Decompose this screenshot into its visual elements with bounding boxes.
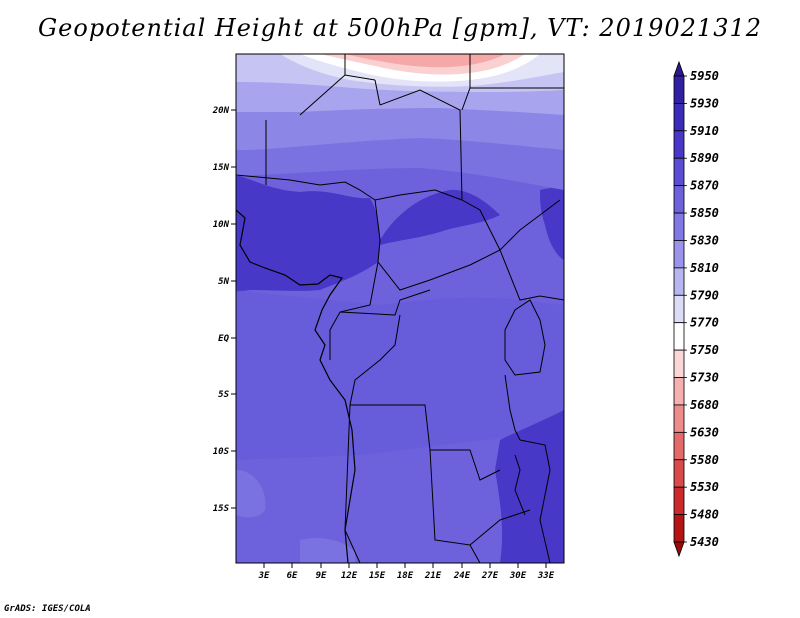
colorbar-box — [673, 514, 685, 543]
height-field — [236, 54, 564, 563]
lon-labels: 3E 6E 9E 12E 15E 18E 21E 24E 27E 30E 33E — [258, 571, 555, 581]
coastline — [236, 209, 356, 563]
colorbar-box — [673, 404, 685, 433]
lon-label-33e: 33E — [537, 571, 555, 581]
east-africa-lakes — [504, 299, 551, 563]
colorbar-label: 5910 — [690, 124, 719, 138]
field-5850-south — [236, 290, 564, 460]
colorbar-label: 5810 — [690, 261, 719, 275]
lon-label-9e: 9E — [316, 571, 327, 581]
field-5850-southwest-patch — [236, 470, 266, 518]
map-frame — [235, 53, 565, 564]
lat-label-15s: 15S — [213, 504, 230, 514]
colorbar-box — [673, 377, 685, 406]
lon-label-21e: 21E — [424, 571, 442, 581]
colorbar-box — [673, 240, 685, 269]
lon-label-27e: 27E — [481, 571, 499, 581]
colorbar-label: 5830 — [690, 233, 719, 247]
lat-labels: 20N 15N 10N 5N EQ 5S 10S 15S — [212, 106, 230, 514]
colorbar-box — [673, 212, 685, 241]
field-5680-band — [345, 54, 505, 68]
lat-label-10s: 10S — [213, 447, 230, 457]
lon-label-18e: 18E — [397, 571, 414, 581]
colorbar-label: 5850 — [690, 206, 719, 220]
lon-label-24e: 24E — [453, 571, 471, 581]
lat-label-eq: EQ — [218, 334, 229, 344]
lat-label-5n: 5N — [218, 277, 229, 287]
field-5890-southeast — [495, 410, 564, 563]
lat-label-10n: 10N — [213, 220, 230, 230]
colorbar-label: 5480 — [690, 508, 719, 522]
colorbar-label: 5680 — [690, 398, 719, 412]
lon-label-12e: 12E — [341, 571, 358, 581]
colorbar-box — [673, 103, 685, 132]
field-5890-sudan — [380, 189, 500, 245]
lon-axis — [263, 563, 547, 568]
colorbar-label: 5730 — [690, 371, 719, 385]
colorbar-box — [673, 267, 685, 296]
lon-label-3e: 3E — [258, 571, 270, 581]
colorbar-label: 5790 — [690, 288, 719, 302]
colorbar-box — [673, 157, 685, 187]
colorbar: 5950 5930 5910 5890 5870 5850 5830 5810 5790 5770… — [673, 60, 719, 558]
grads-credit: GrADS: IGES/COLA — [4, 604, 91, 614]
colorbar-label: 5950 — [690, 69, 719, 83]
lon-label-30e: 30E — [509, 571, 527, 581]
colorbar-box — [673, 185, 685, 214]
colorbar-box — [673, 459, 685, 488]
lat-axis — [231, 109, 236, 509]
colorbar-label: 5750 — [690, 343, 719, 357]
colorbar-label: 5430 — [690, 535, 719, 549]
field-5850-bottom-patch — [300, 538, 355, 563]
colorbar-bottom-arrow — [673, 541, 685, 558]
lat-label-20n: 20N — [212, 106, 230, 116]
colorbar-box — [673, 431, 685, 461]
colorbar-label: 5580 — [690, 453, 719, 467]
colorbar-top-arrow — [673, 60, 685, 77]
field-5890-east-right — [540, 185, 564, 260]
lat-label-15n: 15N — [213, 163, 230, 173]
colorbar-box — [673, 486, 685, 515]
colorbar-box — [673, 322, 685, 351]
lon-label-6e: 6E — [287, 571, 298, 581]
colorbar-label: 5930 — [690, 96, 719, 110]
field-5890-west-africa — [236, 175, 380, 292]
lon-label-15e: 15E — [369, 571, 386, 581]
lat-label-5s: 5S — [218, 390, 229, 400]
colorbar-label: 5530 — [690, 480, 719, 494]
borders — [236, 54, 564, 563]
plot-title: Geopotential Height at 500hPa [gpm], VT:… — [38, 14, 762, 42]
colorbar-label: 5630 — [690, 425, 719, 439]
colorbar-box — [673, 349, 685, 378]
colorbar-label: 5890 — [690, 151, 719, 165]
colorbar-box — [673, 75, 685, 104]
colorbar-box — [673, 294, 685, 324]
colorbar-label: 5770 — [690, 316, 719, 330]
colorbar-box — [673, 130, 685, 159]
colorbar-label: 5870 — [690, 179, 719, 193]
